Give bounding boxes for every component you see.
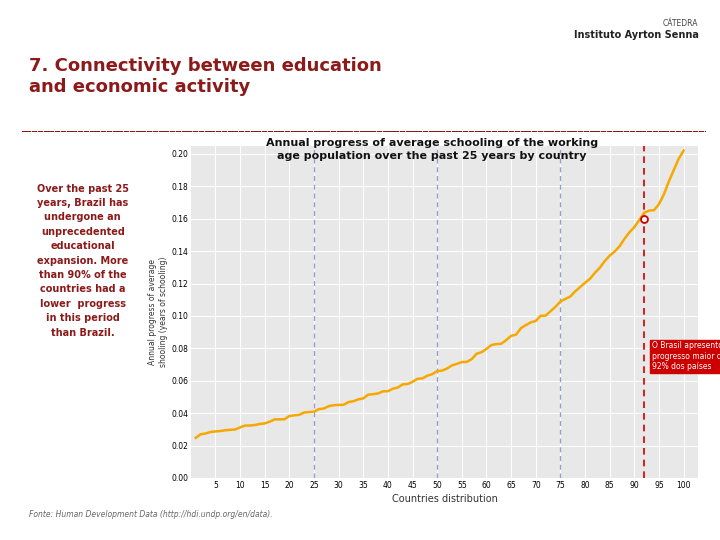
Text: CÁTEDRA: CÁTEDRA (663, 19, 698, 28)
Y-axis label: Annual progress of average
shooling (years of schooling): Annual progress of average shooling (yea… (148, 256, 168, 367)
Text: Instituto Ayrton Senna: Instituto Ayrton Senna (574, 30, 698, 40)
Text: Over the past 25
years, Brazil has
undergone an
unprecedented
educational
expans: Over the past 25 years, Brazil has under… (37, 184, 129, 338)
Text: 7. Connectivity between education
and economic activity: 7. Connectivity between education and ec… (29, 57, 382, 96)
Text: Fonte: Human Development Data (http://hdi.undp.org/en/data).: Fonte: Human Development Data (http://hd… (29, 510, 272, 519)
X-axis label: Countries distribution: Countries distribution (392, 494, 498, 504)
Text: O Brasil apresentou um
progresso maior do que
92% dos países: O Brasil apresentou um progresso maior d… (652, 341, 720, 372)
Text: Annual progress of average schooling of the working
age population over the past: Annual progress of average schooling of … (266, 138, 598, 161)
